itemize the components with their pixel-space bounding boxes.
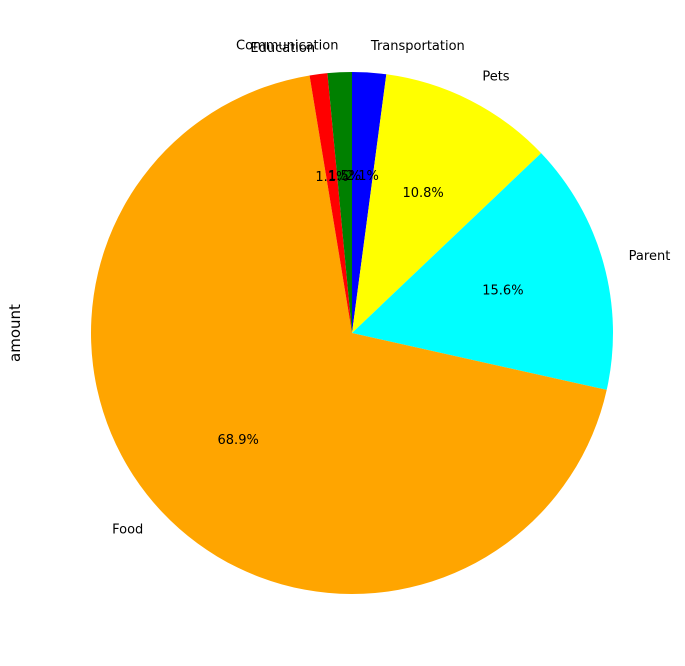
y-axis-label: amount xyxy=(6,304,24,362)
pie-slices xyxy=(91,72,614,594)
pie-percent-label-education: 1.1% xyxy=(315,170,348,185)
pie-slice-education xyxy=(309,73,352,333)
pie-slice-parent xyxy=(352,153,614,390)
pie-slice-food xyxy=(91,75,607,594)
pie-slice-transportation xyxy=(352,72,387,333)
pie-category-label-education: Education xyxy=(250,41,315,56)
pie-percent-labels: 2.1% 10.8% 15.6% 68.9% 1.1%1.5% xyxy=(218,169,524,448)
pie-category-label-transportation: Transportation xyxy=(370,39,465,54)
pie-category-label-communication: Communication xyxy=(236,39,338,54)
pie-category-label-pets: Pets xyxy=(482,70,509,85)
pie-slice-communication xyxy=(327,72,352,333)
pie-percent-label-pets: 10.8% xyxy=(402,186,443,201)
pie-slice-pets xyxy=(352,74,542,333)
pie-percent-label-parent: 15.6% xyxy=(482,284,523,299)
pie-percent-label-communication: 1.5% xyxy=(328,169,361,184)
pie-category-labels: Transportation Pets Parent Food EducationCom… xyxy=(112,39,670,538)
pie-category-label-food: Food xyxy=(112,523,143,538)
pie-category-label-parent: Parent xyxy=(629,249,671,264)
pie-percent-label-transportation: 2.1% xyxy=(346,169,379,184)
pie-percent-label-food: 68.9% xyxy=(218,433,259,448)
